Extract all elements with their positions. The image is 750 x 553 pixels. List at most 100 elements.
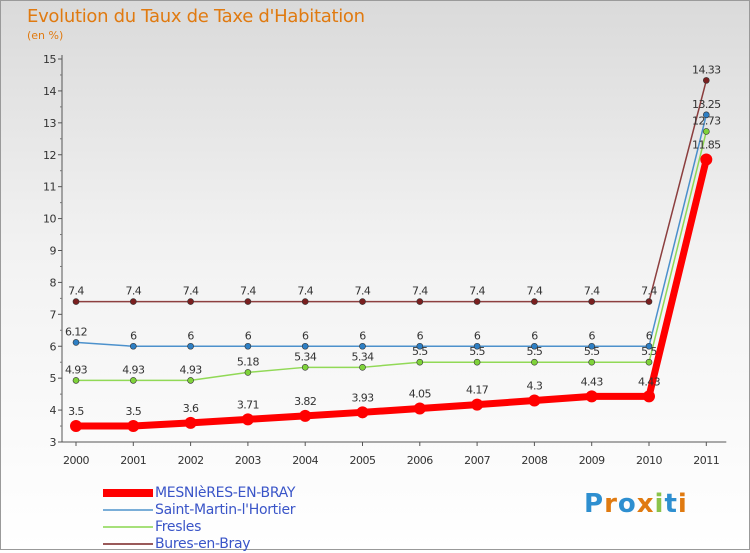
data-label: 3.6 bbox=[183, 402, 199, 415]
data-label: 4.17 bbox=[466, 384, 489, 397]
data-point bbox=[645, 342, 653, 350]
x-tick-label: 2011 bbox=[693, 454, 719, 467]
x-tick-label: 2010 bbox=[636, 454, 662, 467]
y-tick-label: 4 bbox=[50, 404, 57, 417]
data-point bbox=[643, 390, 655, 403]
x-tick-label: 2000 bbox=[63, 454, 89, 467]
data-point bbox=[130, 298, 137, 305]
data-label: 6 bbox=[417, 329, 424, 342]
proxiti-logo: Proxiti bbox=[584, 489, 688, 519]
legend-label: Bures-en-Bray bbox=[155, 536, 251, 552]
data-label: 3.5 bbox=[125, 405, 141, 418]
data-label: 7.4 bbox=[183, 285, 199, 298]
data-label: 3.71 bbox=[237, 398, 259, 411]
data-label: 4.93 bbox=[65, 363, 88, 376]
logo-letter: r bbox=[604, 489, 618, 519]
y-tick-label: 6 bbox=[50, 340, 57, 353]
series-line bbox=[76, 131, 708, 382]
data-label: 6 bbox=[531, 329, 538, 342]
logo-letter: P bbox=[584, 489, 605, 519]
data-point bbox=[72, 339, 80, 346]
data-label: 7.4 bbox=[584, 285, 600, 298]
data-label: 12.73 bbox=[692, 114, 721, 127]
data-point bbox=[359, 342, 366, 350]
data-point bbox=[356, 406, 369, 419]
data-point bbox=[187, 377, 194, 384]
data-label: 6 bbox=[646, 329, 653, 342]
data-point bbox=[241, 413, 254, 426]
data-label: 7.4 bbox=[355, 285, 371, 298]
data-point bbox=[588, 298, 596, 305]
y-tick-label: 13 bbox=[43, 117, 56, 130]
series-line bbox=[75, 114, 708, 347]
y-tick-label: 5 bbox=[50, 372, 57, 385]
data-point bbox=[70, 420, 82, 433]
x-tick-label: 2008 bbox=[521, 454, 547, 467]
data-label: 6 bbox=[474, 329, 481, 342]
data-point bbox=[244, 369, 252, 376]
y-tick-label: 8 bbox=[50, 276, 57, 289]
data-point bbox=[244, 342, 252, 350]
data-point bbox=[416, 358, 424, 366]
legend-swatch bbox=[103, 543, 153, 545]
data-label: 4.05 bbox=[409, 387, 432, 400]
data-point bbox=[531, 358, 538, 366]
data-point bbox=[130, 377, 137, 384]
data-point bbox=[702, 128, 710, 135]
data-point bbox=[531, 342, 538, 350]
x-tick-label: 2001 bbox=[120, 454, 146, 467]
data-point bbox=[187, 342, 194, 350]
data-point bbox=[588, 358, 596, 366]
series-line bbox=[76, 158, 710, 430]
data-label: 5.34 bbox=[351, 350, 374, 363]
data-point bbox=[130, 342, 137, 350]
y-tick-label: 7 bbox=[50, 308, 57, 321]
x-tick-label: 2003 bbox=[235, 454, 261, 467]
data-label: 4.93 bbox=[122, 363, 145, 376]
data-point bbox=[127, 420, 140, 433]
data-label: 3.5 bbox=[68, 405, 84, 418]
data-label: 5.18 bbox=[237, 355, 260, 368]
data-point bbox=[588, 342, 596, 350]
legend-label: MESNIèRES-EN-BRAY bbox=[155, 485, 296, 501]
logo-letter: x bbox=[636, 489, 655, 519]
x-tick-label: 2002 bbox=[178, 454, 204, 467]
data-label: 6 bbox=[302, 329, 309, 342]
data-point bbox=[473, 358, 481, 366]
data-label: 5.5 bbox=[641, 345, 657, 358]
data-label: 4.43 bbox=[581, 375, 604, 388]
data-label: 6 bbox=[130, 329, 137, 342]
chart-subtitle: (en %) bbox=[27, 29, 64, 42]
data-label: 7.4 bbox=[297, 285, 313, 298]
data-label: 6.12 bbox=[65, 325, 87, 338]
data-label: 11.85 bbox=[692, 139, 721, 152]
data-label: 13.25 bbox=[692, 98, 721, 111]
data-label: 5.34 bbox=[294, 350, 317, 363]
data-label: 4.93 bbox=[180, 363, 203, 376]
data-label: 6 bbox=[359, 329, 366, 342]
y-tick-label: 14 bbox=[43, 85, 56, 98]
series-line bbox=[76, 80, 708, 303]
data-point bbox=[244, 298, 252, 305]
data-point bbox=[301, 364, 309, 371]
data-label: 7.4 bbox=[125, 285, 141, 298]
data-label: 4.43 bbox=[638, 375, 661, 388]
data-point bbox=[473, 298, 481, 305]
y-tick-label: 11 bbox=[43, 181, 56, 194]
data-label: 7.4 bbox=[412, 285, 428, 298]
data-label: 7.4 bbox=[240, 285, 256, 298]
data-point bbox=[72, 377, 80, 384]
data-label: 5.5 bbox=[469, 345, 485, 358]
legend-swatch bbox=[103, 489, 153, 497]
y-tick-label: 10 bbox=[43, 213, 56, 226]
data-label: 7.4 bbox=[469, 285, 485, 298]
logo-letter: i bbox=[677, 489, 688, 519]
data-label: 5.5 bbox=[527, 345, 543, 358]
data-label: 7.4 bbox=[641, 285, 657, 298]
data-label: 4.3 bbox=[527, 380, 543, 393]
data-label: 6 bbox=[588, 329, 595, 342]
data-point bbox=[473, 342, 481, 350]
data-label: 7.4 bbox=[68, 285, 84, 298]
